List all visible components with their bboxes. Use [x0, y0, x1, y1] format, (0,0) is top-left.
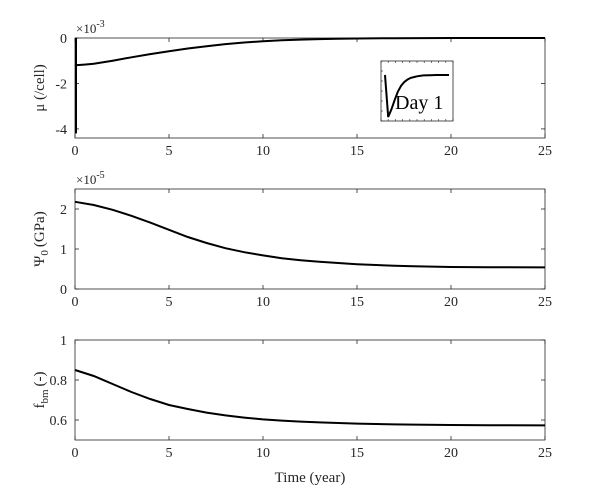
y-tick-label: 0.8	[50, 374, 68, 389]
panel-mu: 0 -2 -4 0 5 10 15 20 25 ×10-3 μ (/cell) Day 1	[32, 19, 552, 159]
inset-tick-marks	[380, 60, 454, 122]
inset-series-line	[384, 74, 449, 118]
x-tick-label: 0	[72, 295, 79, 310]
y-tick-label: 0	[60, 32, 67, 47]
y-tick-labels: 0 -2 -4	[55, 32, 67, 138]
y-axis-label: Ψ0(GPa)	[32, 211, 51, 266]
x-tick-label: 5	[166, 295, 173, 310]
x-tick-label: 20	[444, 295, 458, 310]
x-axis-label: Time (year)	[275, 470, 346, 486]
x-tick-labels: 0 5 10 15 20 25	[72, 446, 553, 461]
y-tick-labels: 0.6 0.8 1	[50, 334, 68, 429]
x-tick-label: 15	[350, 295, 364, 310]
y-tick-label: 0	[60, 283, 67, 298]
y-tick-label: 0.6	[50, 414, 68, 429]
inset-day1: Day 1	[380, 60, 454, 122]
tick-marks	[74, 189, 546, 290]
x-tick-label: 15	[350, 144, 364, 159]
y-tick-labels: 0 1 2	[60, 203, 67, 298]
axes-frame	[74, 339, 546, 441]
x-tick-label: 20	[444, 144, 458, 159]
x-tick-labels: 0 5 10 15 20 25	[72, 295, 553, 310]
inset-label: Day 1	[395, 92, 443, 114]
axes-frame	[74, 188, 546, 290]
tick-marks	[74, 37, 546, 138]
x-tick-label: 10	[256, 446, 270, 461]
x-tick-label: 20	[444, 446, 458, 461]
x-tick-label: 25	[538, 295, 552, 310]
y-axis-label: fbm(-)	[32, 371, 51, 408]
x-tick-label: 10	[256, 144, 270, 159]
x-tick-label: 25	[538, 144, 552, 159]
series-line-fbm	[74, 369, 546, 427]
y-tick-label: 1	[60, 334, 67, 349]
x-tick-label: 15	[350, 446, 364, 461]
tick-marks	[74, 339, 546, 440]
x-tick-label: 10	[256, 295, 270, 310]
panel-psi0: 0 1 2 0 5 10 15 20 25 ×10-5 Ψ0(GPa)	[32, 170, 552, 310]
y-tick-label: 2	[60, 203, 67, 218]
series-line-psi0	[74, 200, 546, 269]
series-line-mu	[74, 37, 545, 67]
panel-fbm: 0.6 0.8 1 0 5 10 15 20 25 fbm(-) Time (year)	[32, 334, 552, 486]
y-axis-label: μ (/cell)	[32, 64, 48, 112]
axes-frame	[74, 37, 546, 139]
x-tick-label: 25	[538, 446, 552, 461]
y-tick-label: -2	[55, 77, 67, 92]
x-tick-label: 0	[72, 144, 79, 159]
y-multiplier: ×10-3	[76, 19, 105, 36]
x-tick-label: 0	[72, 446, 79, 461]
y-tick-label: -4	[55, 123, 67, 138]
y-multiplier: ×10-5	[76, 170, 105, 187]
x-tick-label: 5	[166, 446, 173, 461]
x-tick-label: 5	[166, 144, 173, 159]
x-tick-labels: 0 5 10 15 20 25	[72, 144, 553, 159]
y-tick-label: 1	[60, 243, 67, 258]
